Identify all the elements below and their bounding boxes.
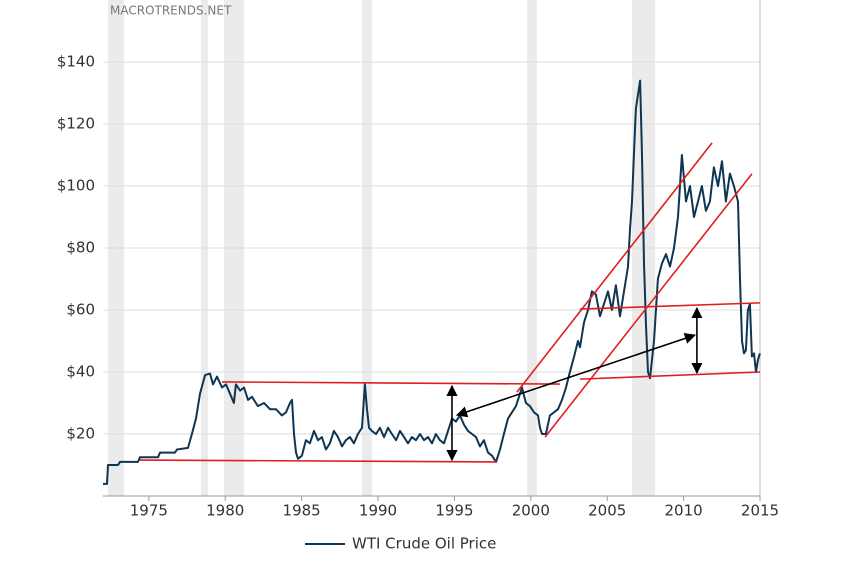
x-tick-label: 1980 [206, 502, 244, 520]
x-tick-label: 1990 [359, 502, 397, 520]
y-tick-label: $120 [57, 115, 95, 133]
x-tick-label: 1985 [283, 502, 321, 520]
arrow [455, 333, 696, 418]
grid [103, 0, 761, 501]
trend-line [516, 142, 713, 393]
y-tick-label: $60 [66, 301, 95, 319]
trend-line [579, 371, 761, 380]
x-tick-label: 1995 [435, 502, 473, 520]
x-tick-label: 2015 [741, 502, 779, 520]
trend-line [222, 381, 560, 385]
trend-line [139, 459, 498, 463]
y-tick-label: $140 [57, 53, 95, 71]
x-tick-label: 2000 [512, 502, 550, 520]
trend-line [579, 302, 761, 310]
x-tick-label: 2005 [588, 502, 626, 520]
y-tick-label: $40 [66, 363, 95, 381]
legend-label: WTI Crude Oil Price [352, 535, 496, 553]
series-lines [103, 79, 761, 485]
annotations [139, 142, 761, 463]
labels: $20 $40 $60 $80 $100 $120 $140 1975 1980 1985 1990… [57, 53, 779, 553]
watermark: MACROTRENDS.NET [110, 4, 232, 18]
y-tick-label: $80 [66, 239, 95, 257]
x-tick-label: 2010 [665, 502, 703, 520]
y-tick-label: $20 [66, 425, 95, 443]
x-tick-label: 1975 [130, 502, 168, 520]
price-line [103, 79, 761, 485]
y-tick-label: $100 [57, 177, 95, 195]
